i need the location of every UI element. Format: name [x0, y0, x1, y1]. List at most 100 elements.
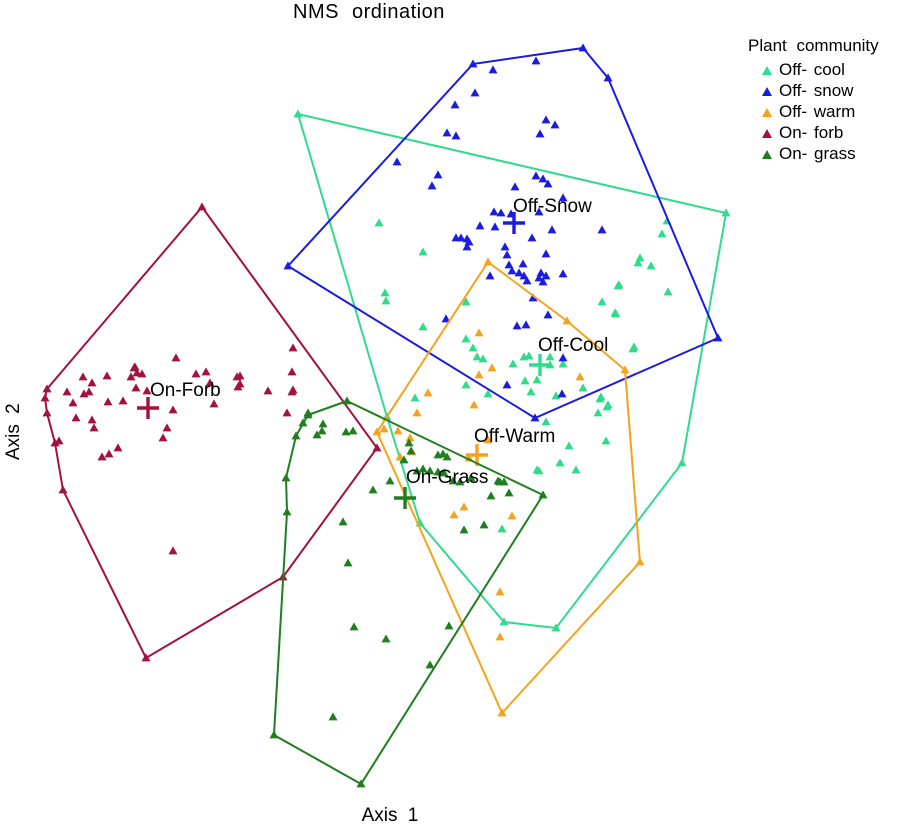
off-cool-point — [601, 436, 611, 445]
on-grass-point — [538, 490, 548, 499]
on-grass-point — [504, 488, 514, 497]
legend-item-off-snow: Off- snow — [762, 81, 879, 100]
on-forb-point — [42, 408, 52, 417]
series-on-forb — [40, 202, 382, 662]
on-forb-point — [58, 485, 68, 494]
legend-items: Off- cool Off- snow Off- warm On- forb On- g… — [748, 60, 879, 163]
off-snow-point — [538, 277, 548, 286]
on-forb-point — [235, 371, 245, 380]
on-grass-point — [356, 779, 366, 788]
off-snow-point — [433, 170, 443, 179]
on-forb-point — [263, 386, 273, 395]
on-grass-point — [368, 485, 378, 494]
on-forb-point — [191, 369, 201, 378]
on-grass-point — [425, 466, 435, 475]
off-warm-point — [393, 426, 403, 435]
legend-item-on-forb: On- forb — [762, 123, 879, 142]
off-snow-point — [528, 293, 538, 302]
off-cool-point — [418, 247, 428, 256]
on-forb-point — [103, 397, 113, 406]
legend-item-off-cool: Off- cool — [762, 60, 879, 79]
off-cool-point — [663, 287, 673, 296]
off-cool-point — [526, 387, 536, 396]
on-forb-point — [97, 452, 107, 461]
series-off-warm — [372, 257, 645, 717]
off-snow-point — [521, 320, 531, 329]
off-warm-point — [474, 328, 484, 337]
off-snow-point — [541, 249, 551, 258]
on-grass-point — [343, 558, 353, 567]
on-forb-point — [171, 353, 181, 362]
off-cool-point — [677, 458, 687, 467]
off-snow-cluster-label: Off-Snow — [513, 196, 592, 217]
legend-label: On- grass — [779, 144, 856, 163]
triangle-icon — [762, 149, 772, 159]
off-cool-point — [628, 344, 638, 353]
off-snow-point — [489, 207, 499, 216]
off-snow-point — [500, 242, 510, 251]
off-snow-point — [518, 259, 528, 268]
off-snow-centroid-cross — [503, 212, 525, 234]
off-snow-point — [519, 271, 529, 280]
off-snow-point — [507, 266, 517, 275]
off-snow-point — [550, 120, 560, 129]
on-forb-point — [205, 378, 215, 387]
on-forb-point — [168, 546, 178, 555]
off-snow-point — [442, 128, 452, 137]
off-cool-point — [534, 466, 544, 475]
on-grass-point — [312, 430, 322, 439]
on-forb-point — [141, 653, 151, 662]
on-forb-point — [372, 443, 382, 452]
off-snow-point — [427, 181, 437, 190]
on-grass-point — [404, 438, 414, 447]
off-warm-point — [405, 433, 415, 442]
off-snow-point — [514, 268, 524, 277]
x-axis-label: Axis 1 — [361, 805, 419, 826]
off-cool-point — [564, 441, 574, 450]
off-cool-point — [532, 375, 542, 384]
on-forb-point — [197, 202, 207, 211]
off-cool-point — [593, 408, 603, 417]
on-grass-centroid-cross — [394, 487, 416, 509]
on-forb-cluster-label: On-Forb — [150, 380, 221, 401]
off-snow-point — [462, 242, 472, 251]
on-grass-point — [281, 473, 291, 482]
off-snow-point — [392, 157, 402, 166]
off-cool-point — [555, 458, 565, 467]
triangle-icon — [762, 107, 772, 117]
off-snow-hull — [286, 46, 720, 420]
legend-label: Off- cool — [779, 60, 845, 79]
off-cool-point — [461, 380, 471, 389]
off-snow-point — [578, 43, 588, 52]
legend-label: Off- warm — [779, 102, 856, 121]
off-warm-point — [395, 452, 405, 461]
off-snow-point — [502, 250, 512, 259]
off-cool-point — [461, 334, 471, 343]
off-snow-point — [531, 171, 541, 180]
on-forb-point — [84, 387, 94, 396]
off-cool-point — [613, 281, 623, 290]
on-grass-point — [342, 396, 352, 405]
on-grass-point — [479, 520, 489, 529]
off-cool-point — [497, 524, 507, 533]
on-forb-point — [62, 387, 72, 396]
off-snow-point — [485, 271, 495, 280]
on-forb-centroid-cross — [137, 397, 159, 419]
off-warm-point — [495, 587, 505, 596]
off-cool-point — [468, 343, 478, 352]
on-grass-point — [406, 446, 416, 455]
off-snow-point — [535, 129, 545, 138]
y-axis-label: Axis 2 — [3, 403, 24, 460]
off-warm-point — [483, 257, 493, 266]
off-snow-point — [534, 273, 544, 282]
on-forb-point — [68, 398, 78, 407]
off-cool-point — [478, 354, 488, 363]
on-forb-point — [287, 387, 297, 396]
off-cool-point — [524, 351, 534, 360]
on-grass-point — [349, 622, 359, 631]
off-cool-point — [472, 352, 482, 361]
on-grass-point — [318, 419, 328, 428]
off-warm-point — [495, 632, 505, 641]
off-cool-point — [578, 383, 588, 392]
off-cool-point — [602, 402, 612, 411]
